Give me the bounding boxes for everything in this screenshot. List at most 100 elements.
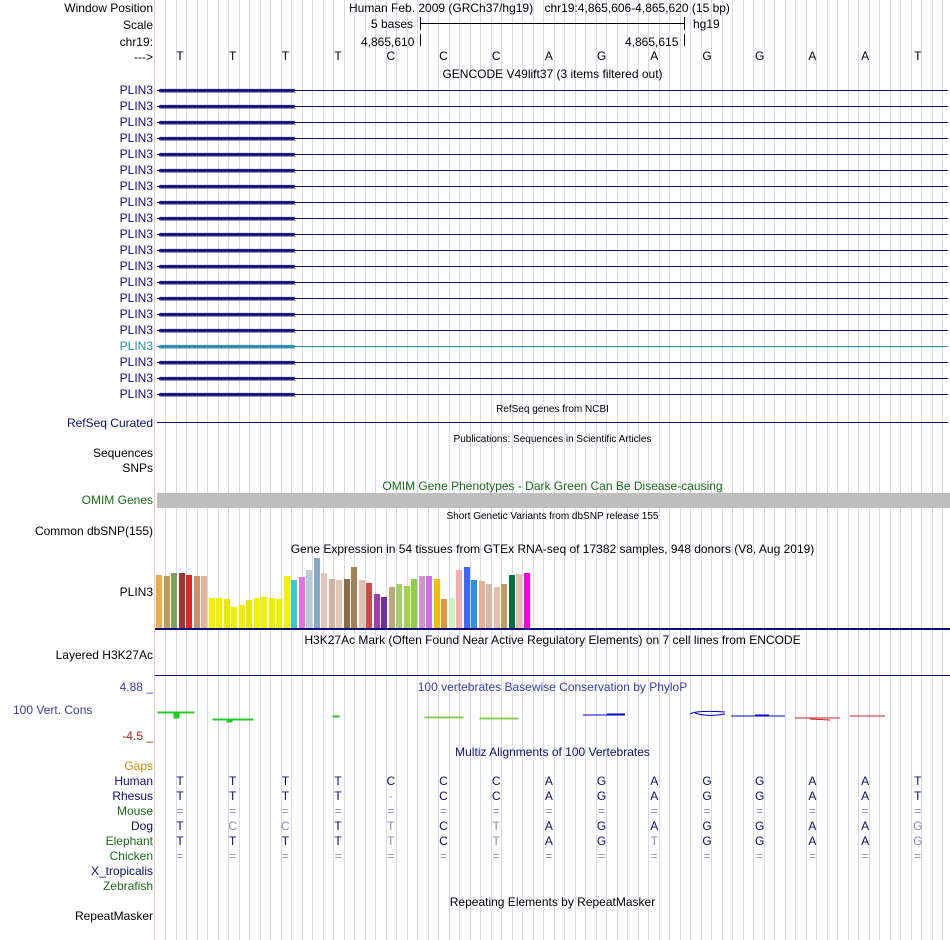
gtex-tissue-bar[interactable] xyxy=(268,598,275,628)
gtex-tissue-bar[interactable] xyxy=(351,567,357,628)
gencode-transcript-line[interactable] xyxy=(157,106,948,107)
gencode-transcript-line[interactable] xyxy=(157,346,948,347)
gtex-tissue-bar[interactable] xyxy=(193,576,200,628)
gtex-tissue-bar[interactable] xyxy=(201,576,207,628)
gencode-transcript-line[interactable] xyxy=(157,282,948,283)
gtex-tissue-bar[interactable] xyxy=(306,570,312,628)
gtex-tissue-bar[interactable] xyxy=(253,598,260,628)
gtex-tissue-bar[interactable] xyxy=(471,580,477,628)
gtex-tissue-bar[interactable] xyxy=(283,576,290,628)
gtex-tissue-bar[interactable] xyxy=(523,573,530,628)
gtex-tissue-bar[interactable] xyxy=(336,580,342,628)
gtex-label[interactable]: PLIN3 xyxy=(119,585,153,599)
h3k27ac-title[interactable]: H3K27Ac Mark (Often Found Near Active Re… xyxy=(304,633,801,647)
gtex-tissue-bar[interactable] xyxy=(343,579,350,628)
gencode-transcript-line[interactable] xyxy=(157,154,948,155)
gtex-tissue-bar[interactable] xyxy=(456,570,462,628)
publications-title[interactable]: Publications: Sequences in Scientific Ar… xyxy=(453,434,652,445)
gtex-tissue-bar[interactable] xyxy=(358,580,365,628)
dbsnp-title[interactable]: Short Genetic Variants from dbSNP releas… xyxy=(446,511,659,522)
gencode-gene-label[interactable]: PLIN3 xyxy=(119,99,153,113)
h3k27ac-label[interactable]: Layered H3K27Ac xyxy=(55,648,153,662)
repeatmasker-label[interactable]: RepeatMasker xyxy=(74,909,153,923)
gtex-tissue-bar[interactable] xyxy=(463,567,470,628)
multiz-title[interactable]: Multiz Alignments of 100 Vertebrates xyxy=(455,745,650,759)
gtex-tissue-bar[interactable] xyxy=(223,599,230,628)
gtex-tissue-bar[interactable] xyxy=(448,598,455,628)
phylop-wiggle[interactable] xyxy=(155,700,950,730)
species-label[interactable]: Elephant xyxy=(105,834,153,848)
gtex-tissue-bar[interactable] xyxy=(501,584,507,628)
gtex-tissue-bar[interactable] xyxy=(276,599,282,628)
gtex-tissue-bar[interactable] xyxy=(208,598,215,628)
gtex-tissue-bar[interactable] xyxy=(418,576,425,628)
gtex-tissue-bar[interactable] xyxy=(516,574,522,628)
gtex-tissue-bar[interactable] xyxy=(291,580,297,628)
gencode-transcript-line[interactable] xyxy=(157,378,948,379)
gencode-transcript-line[interactable] xyxy=(157,202,948,203)
gencode-gene-label[interactable]: PLIN3 xyxy=(119,371,153,385)
gencode-gene-label[interactable]: PLIN3 xyxy=(119,355,153,369)
refseq-title[interactable]: RefSeq genes from NCBI xyxy=(496,404,609,415)
gtex-tissue-bar[interactable] xyxy=(238,605,245,628)
gtex-tissue-bar[interactable] xyxy=(163,576,170,628)
gtex-tissue-bar[interactable] xyxy=(366,583,372,628)
phylop-title[interactable]: 100 vertebrates Basewise Conservation by… xyxy=(417,680,688,694)
gencode-transcript-line[interactable] xyxy=(157,314,948,315)
gtex-tissue-bar[interactable] xyxy=(403,586,410,628)
gencode-transcript-line[interactable] xyxy=(157,122,948,123)
gencode-gene-label[interactable]: PLIN3 xyxy=(119,259,153,273)
species-label[interactable]: X_tropicalis xyxy=(90,864,153,878)
omim-title[interactable]: OMIM Gene Phenotypes - Dark Green Can Be… xyxy=(382,479,723,493)
publications-label[interactable]: Sequences xyxy=(92,446,153,460)
gencode-transcript-line[interactable] xyxy=(157,362,948,363)
gtex-tissue-bar[interactable] xyxy=(313,558,320,628)
gtex-tissue-bar[interactable] xyxy=(216,598,222,628)
gencode-transcript-line[interactable] xyxy=(157,250,948,251)
gencode-gene-label[interactable]: PLIN3 xyxy=(119,387,153,401)
gtex-tissue-bar[interactable] xyxy=(441,599,447,628)
gencode-title[interactable]: GENCODE V49lift37 (3 items filtered out) xyxy=(442,67,663,81)
phylop-label[interactable]: 100 Vert. Cons xyxy=(13,703,93,717)
gencode-gene-label[interactable]: PLIN3 xyxy=(119,131,153,145)
gencode-gene-label[interactable]: PLIN3 xyxy=(119,147,153,161)
gencode-transcript-line[interactable] xyxy=(157,186,948,187)
gencode-gene-label[interactable]: PLIN3 xyxy=(119,339,153,353)
gencode-transcript-line[interactable] xyxy=(157,394,948,395)
gencode-transcript-line[interactable] xyxy=(157,90,948,91)
gencode-gene-label[interactable]: PLIN3 xyxy=(119,179,153,193)
gtex-tissue-bar[interactable] xyxy=(426,576,432,628)
gtex-tissue-bar[interactable] xyxy=(388,587,395,628)
species-label[interactable]: Rhesus xyxy=(112,789,153,803)
gtex-tissue-bar[interactable] xyxy=(478,581,485,628)
refseq-label[interactable]: RefSeq Curated xyxy=(66,416,153,430)
gencode-transcript-line[interactable] xyxy=(157,138,948,139)
species-label[interactable]: Zebrafish xyxy=(102,879,153,893)
snps-label[interactable]: SNPs xyxy=(122,461,153,475)
gtex-tissue-bar[interactable] xyxy=(396,584,402,628)
gtex-tissue-bar[interactable] xyxy=(321,573,327,628)
species-label[interactable]: Dog xyxy=(130,819,153,833)
position-readout[interactable]: chr19:4,865,606-4,865,620 (15 bp) xyxy=(544,1,730,15)
gencode-gene-label[interactable]: PLIN3 xyxy=(119,291,153,305)
gencode-gene-label[interactable]: PLIN3 xyxy=(119,323,153,337)
gencode-gene-label[interactable]: PLIN3 xyxy=(119,195,153,209)
gencode-gene-label[interactable]: PLIN3 xyxy=(119,115,153,129)
omim-label[interactable]: OMIM Genes xyxy=(81,493,153,507)
gtex-tissue-bar[interactable] xyxy=(178,573,185,628)
species-label[interactable]: Human xyxy=(114,774,153,788)
repeatmasker-title[interactable]: Repeating Elements by RepeatMasker xyxy=(449,895,656,909)
gencode-gene-label[interactable]: PLIN3 xyxy=(119,227,153,241)
gencode-transcript-line[interactable] xyxy=(157,170,948,171)
species-label[interactable]: Chicken xyxy=(109,849,153,863)
gtex-tissue-bar[interactable] xyxy=(328,579,335,628)
gtex-tissue-bar[interactable] xyxy=(373,594,380,628)
gtex-tissue-bar[interactable] xyxy=(411,579,417,628)
gtex-tissue-bar[interactable] xyxy=(231,607,237,628)
gtex-tissue-bar[interactable] xyxy=(381,597,387,628)
gtex-tissue-bar[interactable] xyxy=(486,584,492,628)
gtex-tissue-bar[interactable] xyxy=(493,587,500,628)
gtex-tissue-bar[interactable] xyxy=(246,600,252,628)
species-label[interactable]: Mouse xyxy=(116,804,153,818)
gencode-transcript-line[interactable] xyxy=(157,234,948,235)
